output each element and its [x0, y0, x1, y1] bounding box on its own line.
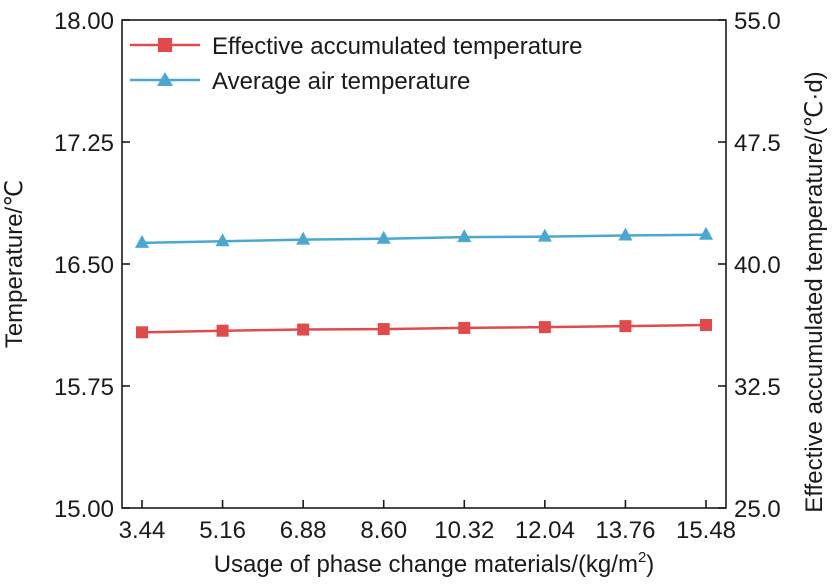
y-right-tick-label-0: 25.0: [734, 496, 781, 523]
y-left-tick-label-2: 16.50: [54, 252, 114, 279]
series-0-point-6: [619, 320, 632, 333]
right-axis: 25.0 32.5 40.0 47.5 55.0: [718, 8, 781, 523]
series-0-point-3: [377, 323, 390, 336]
y-right-tick-label-1: 32.5: [734, 374, 781, 401]
y-left-tick-label-1: 15.75: [54, 374, 114, 401]
series-0-point-1: [216, 324, 229, 337]
x-tick-label-0: 3.44: [119, 517, 166, 544]
series-layer: [135, 226, 713, 339]
x-axis-title: Usage of phase change materials/(kg/m2): [214, 549, 655, 578]
series-1-point-1: [215, 233, 230, 247]
legend: Effective accumulated temperature Averag…: [130, 33, 582, 95]
x-tick-label-4: 10.32: [434, 517, 494, 544]
series-0-point-4: [458, 321, 471, 334]
series-1-point-5: [537, 228, 552, 242]
y-left-tick-label-4: 18.00: [54, 8, 114, 35]
x-tick-label-2: 6.88: [280, 517, 327, 544]
legend-label-average: Average air temperature: [212, 68, 470, 95]
series-1-point-3: [376, 230, 391, 244]
x-tick-label-5: 12.04: [515, 517, 575, 544]
x-axis-title-close: ): [646, 551, 654, 578]
series-1-point-6: [618, 227, 633, 241]
y-left-tick-label-0: 15.00: [54, 496, 114, 523]
series-1-point-4: [457, 229, 472, 243]
series-1-point-7: [699, 226, 713, 240]
series-1-point-2: [296, 231, 311, 245]
y-axis-left-title: Temperature/℃: [1, 180, 28, 348]
series-line-1: [141, 233, 707, 245]
legend-marker-average: [157, 72, 173, 86]
series-0-point-2: [297, 323, 310, 336]
x-axis: 3.44 5.16 6.88 8.60 10.32 12.04 13.76 15.48: [119, 500, 736, 544]
x-tick-label-7: 15.48: [676, 517, 736, 544]
y-right-tick-label-2: 40.0: [734, 252, 781, 279]
legend-marker-effective: [158, 38, 172, 52]
x-tick-label-1: 5.16: [199, 517, 246, 544]
y-axis-right-title: Effective accumulated temperature/(℃·d): [801, 71, 828, 512]
y-left-tick-label-3: 17.25: [54, 130, 114, 157]
series-0-point-5: [538, 321, 551, 334]
left-axis: 15.00 15.75 16.50 17.25 18.00: [54, 8, 130, 523]
series-0-point-7: [700, 319, 712, 331]
x-tick-label-6: 13.76: [595, 517, 655, 544]
y-right-tick-label-4: 55.0: [734, 8, 781, 35]
series-line-0: [141, 323, 707, 334]
x-tick-label-3: 8.60: [360, 517, 407, 544]
legend-label-effective: Effective accumulated temperature: [212, 33, 582, 60]
x-axis-title-superscript: 2: [638, 549, 646, 566]
y-right-tick-label-3: 47.5: [734, 130, 781, 157]
x-axis-title-main: Usage of phase change materials/(kg/m: [214, 551, 638, 578]
series-0-point-0: [136, 326, 148, 339]
series-1-point-0: [135, 234, 149, 248]
